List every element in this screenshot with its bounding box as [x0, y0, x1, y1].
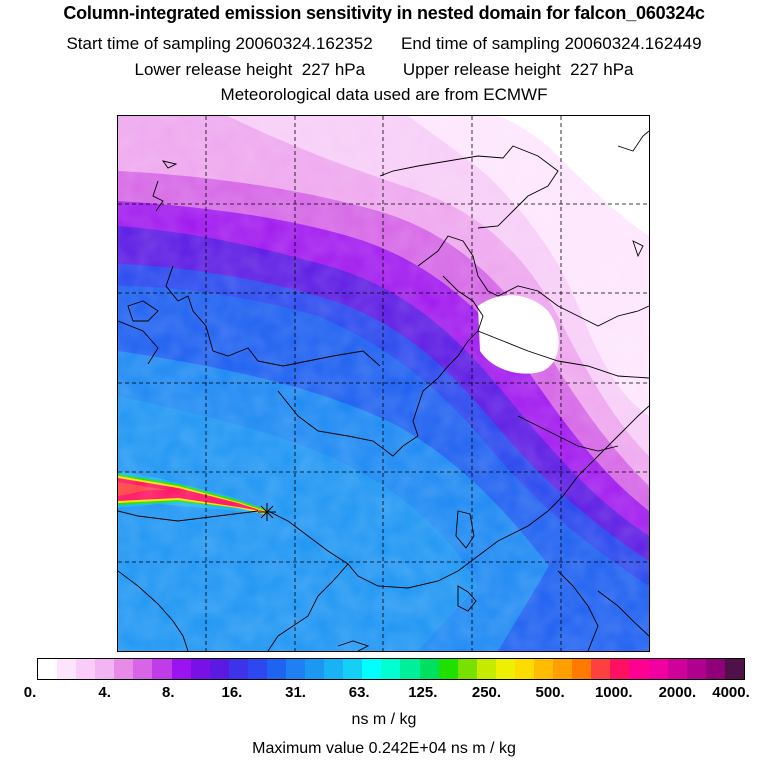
colorbar-tick-label: 2000.: [658, 684, 697, 701]
colorbar-segment: [95, 659, 115, 679]
colorbar-segment: [171, 659, 191, 679]
colorbar-segment: [57, 659, 77, 679]
coastlines: [118, 130, 649, 651]
colorbar-units: ns m / kg: [351, 711, 417, 728]
lat-lon-grid: [118, 116, 649, 651]
colorbar-segment: [362, 659, 382, 679]
colorbar-segment: [190, 659, 210, 679]
colorbar-segment: [476, 659, 496, 679]
colorbar-tick-label: 500.: [535, 684, 565, 701]
colorbar-tick-label: 125.: [408, 684, 438, 701]
colorbar-tick-label: 250.: [471, 684, 502, 701]
colorbar-tick-label: 0.: [23, 684, 37, 701]
colorbar-segment: [553, 659, 573, 679]
colorbar-segment: [209, 659, 229, 679]
colorbar-segment: [38, 659, 58, 679]
plot-title: Column-integrated emission sensitivity i…: [63, 3, 705, 23]
colorbar-segment: [324, 659, 344, 679]
sampling-time-line: Start time of sampling 20060324.162352 E…: [66, 34, 702, 53]
colorbar-segment: [591, 659, 611, 679]
colorbar-segment: [686, 659, 706, 679]
map-panel: [117, 115, 650, 652]
colorbar-segment: [724, 659, 744, 679]
colorbar-segment: [228, 659, 248, 679]
colorbar-segment: [266, 659, 287, 679]
colorbar-ticks: 0. 4. 8. 16. 31. 63. 125. 250. 500. 1000. 2000. 400…: [0, 684, 768, 704]
colorbar-segment: [667, 659, 687, 679]
colorbar-segment: [438, 659, 458, 679]
colorbar-tick-label: 8.: [162, 684, 175, 701]
colorbar-segment: [629, 659, 649, 679]
colorbar-segment: [648, 659, 668, 679]
colorbar-segment: [457, 659, 477, 679]
colorbar-tick-label: 31.: [285, 684, 306, 701]
colorbar-tick-label: 16.: [221, 684, 243, 701]
colorbar-segment: [76, 659, 96, 679]
sensitivity-map: [118, 116, 649, 651]
met-data-line: Meteorological data used are from ECMWF: [220, 85, 548, 104]
colorbar-tick-label: 1000.: [594, 684, 633, 701]
colorbar-segment: [572, 659, 592, 679]
field-texture: [118, 116, 649, 651]
colorbar-segment: [343, 659, 363, 679]
colorbar-segment: [114, 659, 134, 679]
release-height-line: Lower release height 227 hPa Upper relea…: [134, 60, 634, 79]
colorbar-segment: [400, 659, 420, 679]
colorbar-segment: [152, 659, 172, 679]
colorbar-segment: [419, 659, 439, 679]
colorbar-segment: [247, 659, 267, 679]
colorbar-tick-label: 63.: [348, 684, 370, 701]
release-point-marker: [258, 503, 276, 521]
max-value-line: Maximum value 0.242E+04 ns m / kg: [252, 740, 516, 757]
colorbar-segment: [305, 659, 325, 679]
colorbar: [37, 658, 745, 680]
colorbar-segment: [495, 659, 515, 679]
colorbar-tick-label: 4.: [98, 684, 111, 701]
colorbar-segment: [514, 659, 535, 679]
colorbar-segment: [705, 659, 725, 679]
colorbar-segment: [381, 659, 401, 679]
colorbar-segment: [610, 659, 630, 679]
colorbar-segment: [286, 659, 306, 679]
colorbar-segment: [133, 659, 153, 679]
colorbar-segment: [534, 659, 554, 679]
colorbar-tick-label: 4000.: [712, 684, 750, 701]
